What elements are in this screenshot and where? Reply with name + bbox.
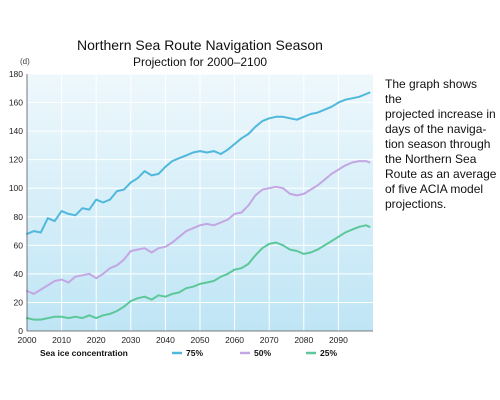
y-tick-labels: 0 20 40 60 80 100 120 140 160 180 — [9, 69, 23, 336]
caption-line: The graph shows the — [385, 77, 478, 106]
x-tick-label: 2030 — [121, 335, 140, 345]
y-tick-label: 20 — [14, 297, 24, 307]
chart-subtitle: Projection for 2000–2100 — [132, 55, 268, 69]
caption-line: days of the naviga- — [385, 122, 487, 136]
caption-line: projected increase in — [385, 107, 496, 121]
series-layer — [26, 91, 371, 321]
caption-line: tion season through — [385, 137, 491, 151]
y-tick-label: 180 — [9, 69, 23, 79]
x-tick-label: 2010 — [52, 335, 71, 345]
x-tick-label: 2040 — [156, 335, 175, 345]
x-tick-label: 2090 — [329, 335, 348, 345]
y-tick-label: 140 — [9, 126, 23, 136]
caption-line: of five ACIA model — [385, 182, 484, 196]
x-tick-label: 2060 — [225, 335, 244, 345]
x-tick-labels: 2000 2010 2020 2030 2040 2050 2060 2070 2080 2090 — [18, 335, 349, 345]
legend-title: Sea ice concentration — [40, 348, 128, 358]
series-line-25pct — [26, 224, 371, 321]
legend-entry: 75% — [186, 348, 203, 358]
y-tick-label: 80 — [14, 212, 24, 222]
y-tick-label: 160 — [9, 98, 23, 108]
x-tick-label: 2050 — [191, 335, 210, 345]
x-tick-label: 2080 — [294, 335, 313, 345]
x-tick-label: 2070 — [260, 335, 279, 345]
legend-entry: 50% — [254, 348, 271, 358]
legend-entry: 25% — [320, 348, 337, 358]
x-tick-label: 2000 — [18, 335, 37, 345]
y-axis-label: (d) — [20, 57, 30, 66]
chart-title: Northern Sea Route Navigation Season — [77, 37, 323, 53]
series-line-75pct — [26, 91, 371, 235]
caption-line: Route as an average — [385, 167, 497, 181]
x-tick-label: 2020 — [87, 335, 106, 345]
y-tick-label: 40 — [14, 269, 24, 279]
series-line-50pct — [26, 160, 371, 295]
y-tick-label: 60 — [14, 240, 24, 250]
caption: The graph shows the projected increase i… — [385, 77, 497, 212]
legend: Sea ice concentration 75% 50% 25% — [40, 348, 337, 358]
caption-line: projections. — [385, 197, 447, 211]
y-tick-label: 120 — [9, 155, 23, 165]
caption-line: the Northern Sea — [385, 152, 477, 166]
y-tick-label: 0 — [18, 326, 23, 336]
y-tick-label: 100 — [9, 183, 23, 193]
